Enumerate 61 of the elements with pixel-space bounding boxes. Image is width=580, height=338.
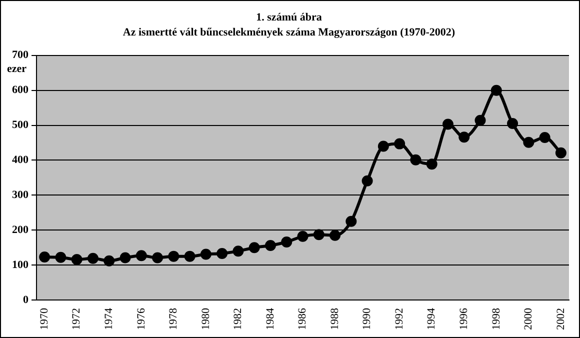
x-tick-label: 1994 — [426, 308, 438, 330]
point — [168, 250, 180, 262]
y-tick-label: 400 — [12, 154, 29, 166]
point — [71, 254, 82, 265]
point — [136, 250, 147, 262]
point — [410, 154, 422, 166]
x-tick-label: 1976 — [135, 308, 148, 330]
point — [264, 240, 276, 251]
y-tick-label: 300 — [12, 189, 29, 202]
point — [120, 252, 131, 264]
point — [458, 132, 470, 143]
point — [555, 147, 566, 158]
y-axis-title: ezer — [7, 63, 27, 76]
point — [87, 252, 98, 264]
point — [232, 246, 244, 257]
point — [490, 84, 502, 96]
point — [216, 248, 228, 260]
point — [184, 250, 196, 262]
point — [378, 140, 389, 152]
x-tick-label: 1988 — [328, 308, 341, 330]
y-tick-label: 500 — [12, 119, 29, 132]
y-tick-label: 0 — [23, 294, 29, 306]
point — [200, 248, 212, 260]
x-tick-label: 1986 — [296, 308, 309, 330]
point — [507, 118, 518, 130]
point — [539, 132, 550, 144]
y-tick-label: 200 — [12, 224, 29, 236]
point — [281, 236, 292, 248]
x-tick-label: 1972 — [70, 308, 83, 330]
x-tick-label: 1970 — [38, 308, 50, 330]
point — [313, 229, 324, 240]
x-tick-label: 2002 — [554, 308, 567, 330]
point — [248, 242, 260, 254]
x-tick-label: 1978 — [168, 308, 180, 330]
y-tick-label: 700 — [12, 49, 29, 62]
point — [523, 136, 534, 148]
x-tick-label: 1998 — [490, 308, 502, 330]
point — [104, 255, 115, 266]
chart-title: 1. számú ábra — [256, 11, 322, 24]
x-tick-label: 1982 — [232, 308, 244, 330]
chart-subtitle: Az ismertté vált bűncselekmények száma Magyarországon (1970-2002) — [122, 26, 456, 39]
point — [474, 114, 486, 126]
point — [152, 252, 164, 264]
point — [297, 230, 308, 242]
x-tick-label: 1984 — [264, 308, 276, 330]
x-tick-label: 1974 — [103, 308, 116, 330]
point — [394, 138, 406, 150]
x-tick-label: 1990 — [361, 308, 374, 330]
point — [426, 158, 438, 170]
point — [346, 216, 357, 227]
point — [330, 230, 341, 241]
point — [442, 118, 454, 130]
y-tick-label: 100 — [12, 258, 29, 271]
x-tick-label: 1980 — [200, 308, 212, 330]
point — [55, 252, 66, 263]
x-tick-label: 1996 — [458, 308, 470, 330]
y-tick-label: 600 — [12, 84, 29, 96]
x-tick-label: 1992 — [393, 308, 406, 330]
x-tick-label: 2000 — [522, 308, 535, 330]
point — [39, 252, 50, 263]
point — [362, 175, 373, 186]
